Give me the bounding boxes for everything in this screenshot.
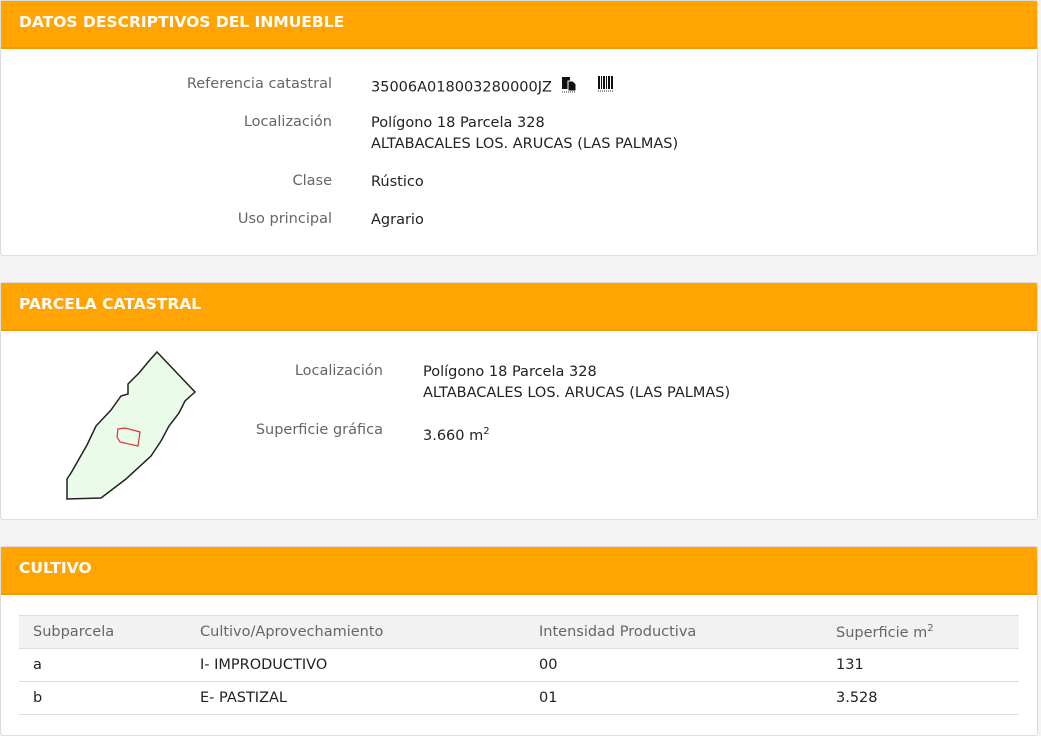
ref-value: 35006A018003280000JZ [371, 79, 552, 96]
cultivo-table: Subparcela Cultivo/Aprovechamiento Inten… [19, 615, 1019, 715]
sup-exp: 2 [483, 426, 490, 437]
loc-label: Localización [243, 114, 332, 130]
cultivo-title: CULTIVO [1, 547, 1037, 595]
datos-card: DATOS DESCRIPTIVOS DEL INMUEBLE Referenc… [0, 0, 1038, 256]
cell: b [19, 681, 186, 715]
col-superficie-label: Superficie m [836, 624, 928, 641]
parcel-shape [66, 350, 197, 500]
barcode-icon[interactable] [597, 75, 615, 100]
cell: 01 [525, 681, 822, 715]
col-superficie-exp: 2 [927, 623, 934, 635]
parcela-loc-label: Localización [294, 363, 383, 379]
col-superficie: Superficie m2 [822, 615, 1019, 649]
ref-label: Referencia catastral [186, 76, 332, 92]
parcela-card: PARCELA CATASTRAL Localización Polígono … [0, 282, 1038, 520]
col-subparcela: Subparcela [19, 615, 186, 649]
table-header: Subparcela Cultivo/Aprovechamiento Inten… [19, 615, 1019, 649]
copy-icon[interactable] [561, 75, 577, 100]
cell: 3.528 [822, 681, 1019, 715]
uso-label: Uso principal [237, 211, 332, 227]
col-intensidad: Intensidad Productiva [525, 615, 822, 649]
cell: a [19, 648, 186, 682]
parcela-loc-line2: ALTABACALES LOS. ARUCAS (LAS PALMAS) [423, 385, 731, 401]
cell: 131 [822, 648, 1019, 682]
building-outline [116, 427, 141, 447]
cell: I- IMPRODUCTIVO [186, 648, 525, 682]
uso-value: Agrario [371, 212, 424, 228]
parcel-map[interactable] [1, 1, 221, 521]
sup-label: Superficie gráfica [255, 422, 383, 438]
parcela-title: PARCELA CATASTRAL [1, 283, 1037, 331]
datos-title: DATOS DESCRIPTIVOS DEL INMUEBLE [1, 1, 1037, 49]
parcela-loc-line1: Polígono 18 Parcela 328 [423, 364, 597, 380]
table-row: b E- PASTIZAL 01 3.528 [19, 681, 1019, 715]
col-cultivo: Cultivo/Aprovechamiento [186, 615, 525, 649]
clase-value: Rústico [371, 174, 424, 190]
clase-label: Clase [292, 173, 332, 189]
loc-line1: Polígono 18 Parcela 328 [371, 115, 545, 131]
cell: E- PASTIZAL [186, 681, 525, 715]
sup-value: 3.660 m [423, 427, 484, 444]
cell: 00 [525, 648, 822, 682]
loc-line2: ALTABACALES LOS. ARUCAS (LAS PALMAS) [371, 136, 679, 152]
table-row: a I- IMPRODUCTIVO 00 131 [19, 648, 1019, 682]
cultivo-card: CULTIVO Subparcela Cultivo/Aprovechamien… [0, 546, 1038, 736]
